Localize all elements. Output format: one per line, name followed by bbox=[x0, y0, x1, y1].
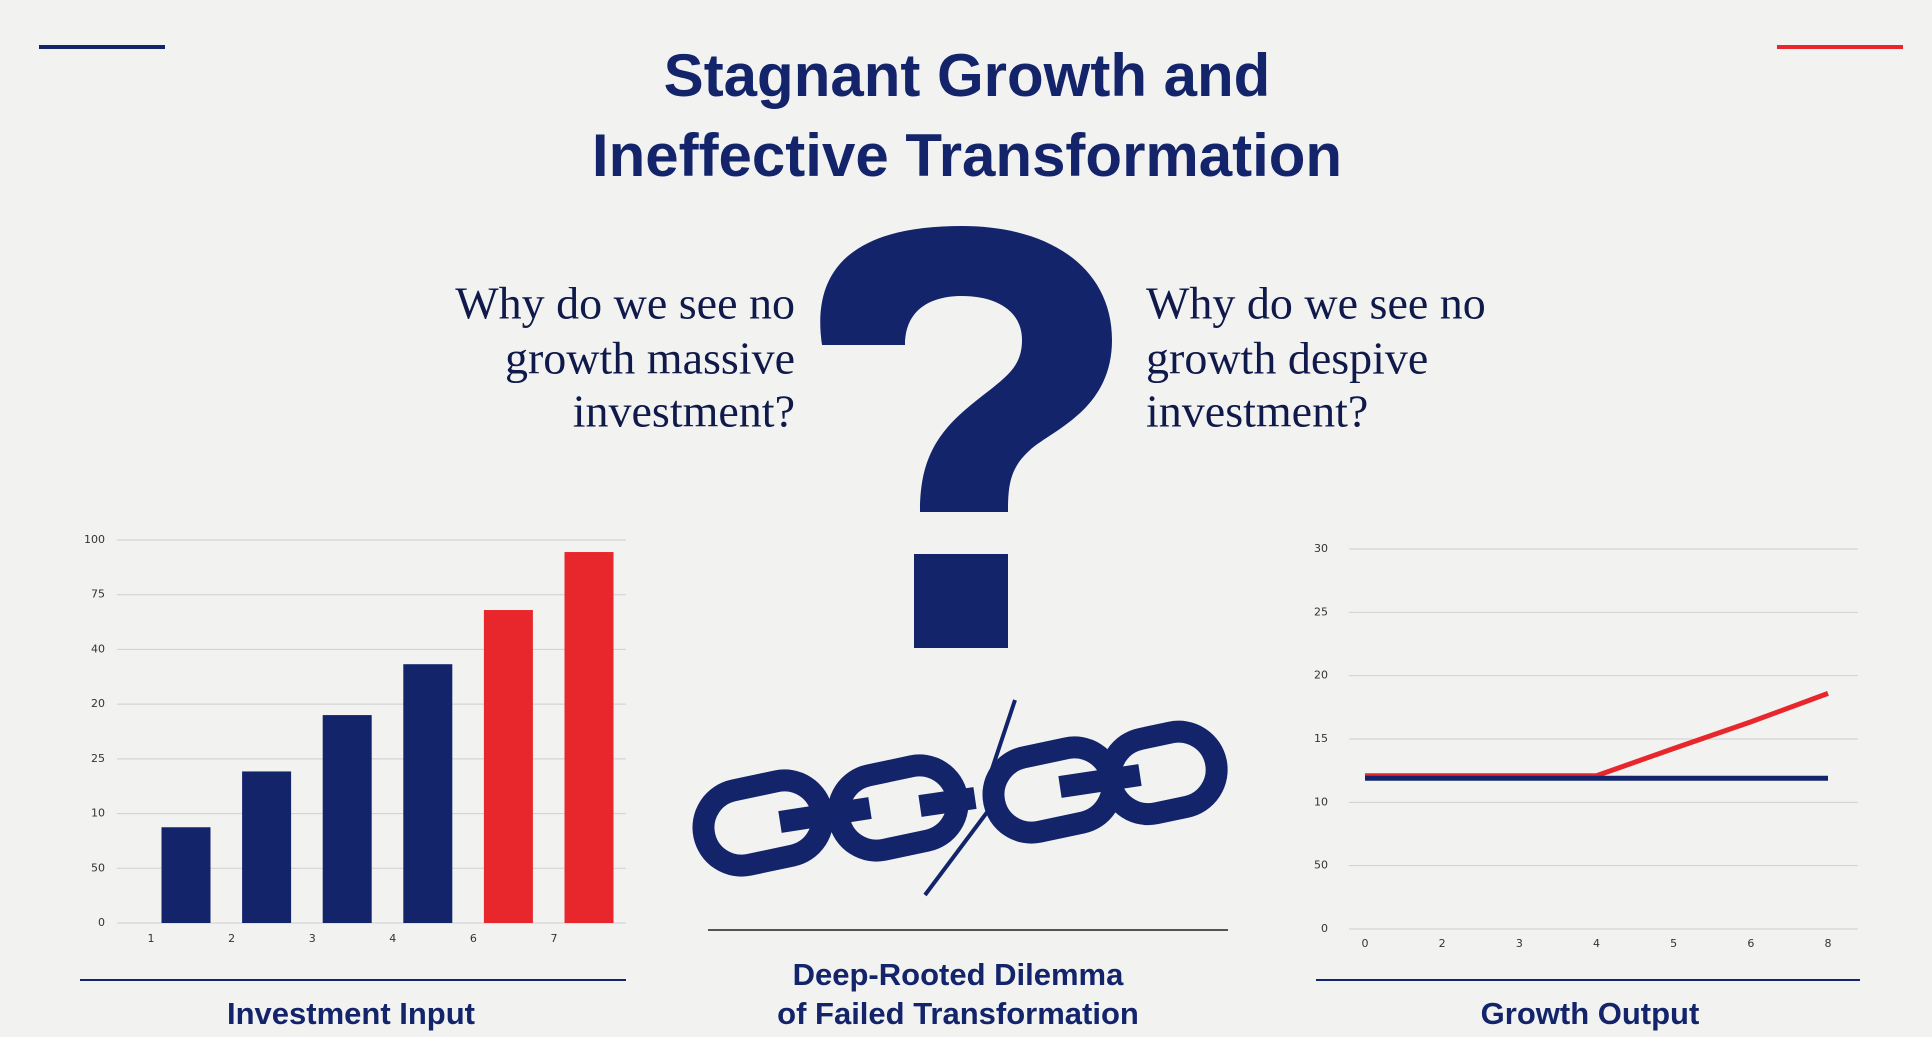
x-tick-label: 8 bbox=[1825, 937, 1832, 950]
question: investment? bbox=[573, 386, 795, 437]
y-tick-label: 40 bbox=[91, 642, 105, 655]
x-tick-label: 3 bbox=[309, 932, 316, 945]
chart-title: Investment Input bbox=[227, 996, 475, 1031]
question: investment? bbox=[1146, 386, 1368, 437]
title: Stagnant Growth and bbox=[664, 42, 1271, 109]
y-tick-label: 50 bbox=[1314, 859, 1328, 872]
y-tick-label: 15 bbox=[1314, 732, 1328, 745]
caption: Deep-Rooted Dilemma bbox=[793, 957, 1124, 992]
y-tick-label: 25 bbox=[1314, 605, 1328, 618]
y-tick-label: 30 bbox=[1314, 542, 1328, 555]
bar bbox=[564, 552, 614, 923]
x-tick-label: 6 bbox=[1747, 937, 1754, 950]
x-tick-label: 0 bbox=[1362, 937, 1369, 950]
y-tick-label: 20 bbox=[91, 697, 105, 710]
x-tick-label: 6 bbox=[470, 932, 477, 945]
x-tick-label: 2 bbox=[228, 932, 235, 945]
x-tick-label: 5 bbox=[1670, 937, 1677, 950]
question: growth despive bbox=[1146, 333, 1428, 384]
chain bbox=[692, 720, 1228, 877]
y-tick-label: 75 bbox=[91, 588, 105, 601]
x-tick-label: 7 bbox=[551, 932, 558, 945]
caption: of Failed Transformation bbox=[777, 996, 1139, 1031]
line bbox=[1365, 691, 1829, 779]
x-tick-label: 4 bbox=[1593, 937, 1600, 950]
chart-title: Growth Output bbox=[1481, 996, 1700, 1031]
bar bbox=[403, 664, 453, 923]
x-tick-label: 3 bbox=[1516, 937, 1523, 950]
question: growth massive bbox=[505, 333, 795, 384]
y-tick-label: 10 bbox=[91, 807, 105, 820]
y-tick-label: 50 bbox=[91, 861, 105, 874]
bar bbox=[483, 610, 533, 923]
bar bbox=[161, 827, 211, 923]
y-tick-label: 0 bbox=[98, 916, 105, 929]
y-tick-label: 10 bbox=[1314, 795, 1328, 808]
x-tick-label: 2 bbox=[1439, 937, 1446, 950]
y-tick-label: 0 bbox=[1321, 922, 1328, 935]
bar bbox=[322, 715, 372, 923]
crack bbox=[923, 699, 1017, 897]
question-mark bbox=[820, 226, 1112, 512]
question-dot bbox=[914, 554, 1008, 648]
title: Ineffective Transformation bbox=[592, 122, 1342, 189]
y-tick-label: 25 bbox=[91, 752, 105, 765]
bar bbox=[242, 771, 292, 923]
x-tick-label: 4 bbox=[389, 932, 396, 945]
question: Why do we see no bbox=[1146, 278, 1486, 329]
y-tick-label: 20 bbox=[1314, 669, 1328, 682]
question: Why do we see no bbox=[455, 278, 795, 329]
x-tick-label: 1 bbox=[148, 932, 155, 945]
y-tick-label: 100 bbox=[84, 533, 105, 546]
